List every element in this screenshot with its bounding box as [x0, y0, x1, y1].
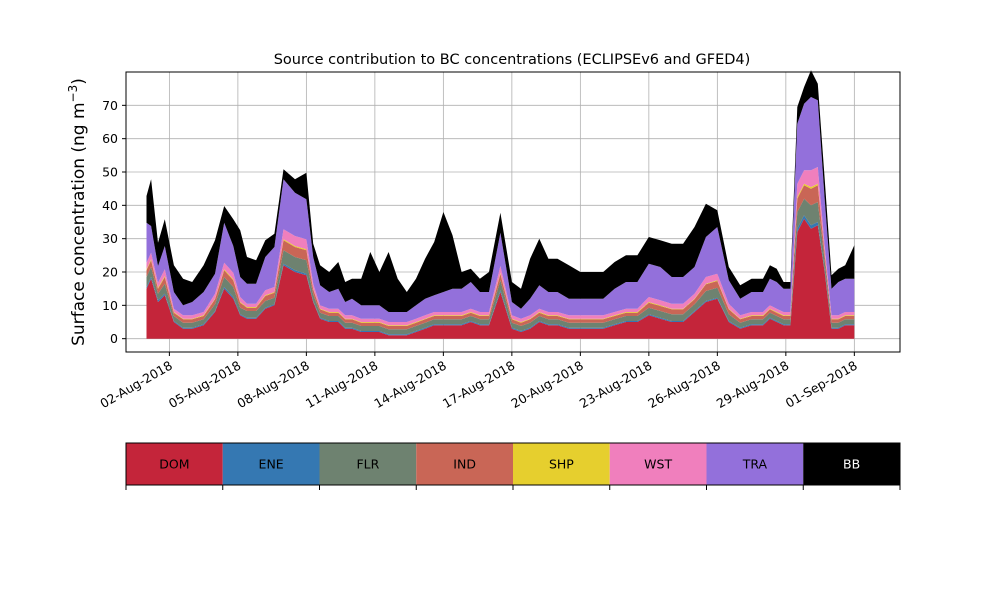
area-bb: [146, 70, 855, 312]
y-tick-label: 40: [102, 198, 118, 213]
legend-label-wst: WST: [644, 457, 672, 472]
x-tick-label: 08-Aug-2018: [234, 358, 312, 411]
y-axis-label: Surface concentration (ng m−3): [66, 78, 89, 346]
y-tick-label: 70: [102, 98, 118, 113]
legend-swatch-wst: [609, 443, 707, 485]
legend-swatch-bb: [803, 443, 900, 485]
y-axis-ticks: 0 10 20 30 40 50 60 70: [102, 98, 126, 346]
x-tick-label: 26-Aug-2018: [645, 358, 723, 411]
x-tick-label: 02-Aug-2018: [97, 358, 175, 411]
legend-swatch-tra: [706, 443, 804, 485]
legend-swatch-ene: [222, 443, 320, 485]
legend-label-ene: ENE: [259, 457, 284, 472]
x-tick-label: 05-Aug-2018: [166, 358, 244, 411]
x-axis-ticks: 02-Aug-201805-Aug-201808-Aug-201811-Aug-…: [97, 352, 860, 411]
stacked-areas: [146, 70, 855, 339]
legend-swatch-shp: [513, 443, 610, 485]
y-tick-label: 30: [102, 231, 118, 246]
area-tra: [146, 97, 855, 322]
legend-label-bb: BB: [843, 457, 860, 472]
x-tick-label: 23-Aug-2018: [577, 358, 655, 411]
y-tick-label: 0: [110, 331, 118, 346]
x-tick-label: 11-Aug-2018: [303, 358, 381, 411]
legend-label-ind: IND: [453, 457, 476, 472]
legend-label-tra: TRA: [742, 457, 768, 472]
chart-title: Source contribution to BC concentrations…: [274, 52, 751, 68]
x-tick-label: 01-Sep-2018: [783, 358, 860, 411]
y-tick-label: 10: [102, 298, 118, 313]
y-tick-label: 60: [102, 131, 118, 146]
legend-swatch-ind: [416, 443, 513, 485]
x-tick-label: 20-Aug-2018: [508, 358, 586, 411]
area-flr: [146, 198, 855, 335]
legend-label-shp: SHP: [549, 457, 574, 472]
y-tick-label: 50: [102, 165, 118, 180]
legend-swatch-flr: [319, 443, 417, 485]
x-tick-label: 17-Aug-2018: [440, 358, 518, 411]
x-tick-label: 14-Aug-2018: [371, 358, 449, 411]
plot-frame: [125, 71, 901, 353]
y-tick-label: 20: [102, 265, 118, 280]
x-tick-label: 29-Aug-2018: [714, 358, 792, 411]
colorbar-legend: DOM ENE FLR IND SHP WST TRA BB: [125, 442, 901, 490]
area-dom: [146, 218, 855, 339]
legend-label-dom: DOM: [159, 457, 189, 472]
legend-label-flr: FLR: [356, 457, 379, 472]
legend-swatch-dom: [126, 443, 223, 485]
